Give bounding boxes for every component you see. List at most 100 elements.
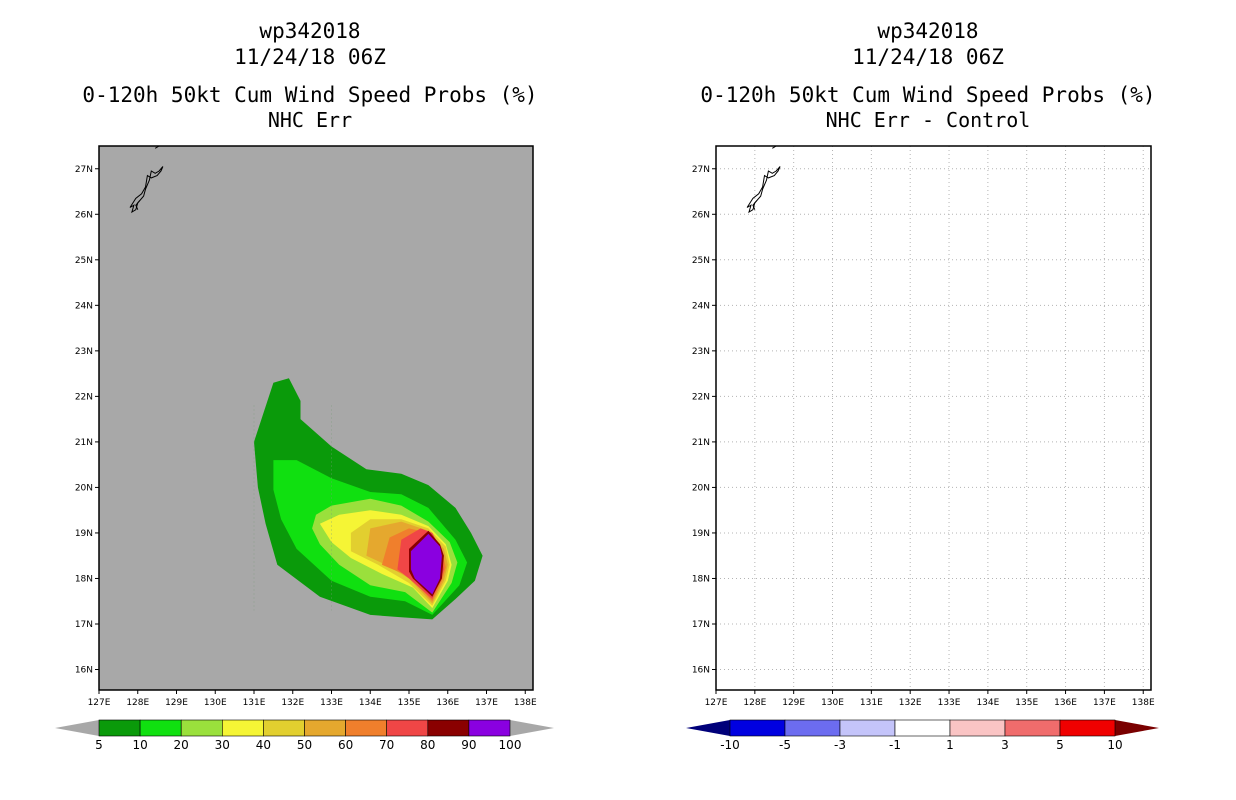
left-colorbar-label: 20 [174, 738, 189, 752]
right-colorbar-segment [839, 719, 896, 737]
left-colorbar-label: 40 [256, 738, 271, 752]
right-xtick-label: 134E [976, 698, 999, 708]
right-datetime: 11/24/18 06Z [852, 45, 1004, 69]
left-colorbar-segment [427, 719, 470, 737]
right-ytick-label: 18N [692, 574, 710, 584]
right-colorbar: -10 -5 -3 -1 1 3 5 10 [686, 719, 1159, 752]
left-title: 0-120h 50kt Cum Wind Speed Probs (%) [82, 83, 538, 107]
right-map-background [716, 146, 1151, 690]
right-colorbar-label: -1 [889, 738, 901, 752]
right-colorbar-label: 5 [1056, 738, 1064, 752]
left-ytick-label: 25N [75, 256, 93, 266]
left-colorbar-label: 50 [297, 738, 312, 752]
right-ytick-label: 27N [692, 165, 710, 175]
right-xtick-label: 135E [1015, 698, 1038, 708]
left-colorbar-segment [180, 719, 223, 737]
left-colorbar-segment [263, 719, 305, 737]
left-panel-titles: wp342018 11/24/18 06Z 0-120h 50kt Cum Wi… [30, 18, 590, 132]
left-xtick-label: 131E [243, 698, 266, 708]
right-panel-titles: wp342018 11/24/18 06Z 0-120h 50kt Cum Wi… [648, 18, 1208, 132]
right-colorbar-segment [729, 719, 786, 737]
right-ytick-label: 21N [692, 438, 710, 448]
left-xtick-label: 138E [514, 698, 537, 708]
right-colorbar-over [1115, 720, 1159, 736]
right-xtick-label: 133E [938, 698, 961, 708]
left-colorbar: 5 10 20 30 40 50 60 70 80 90 100 [55, 719, 554, 752]
left-colorbar-label: 90 [461, 738, 476, 752]
right-colorbar-label: 3 [1001, 738, 1009, 752]
right-map-frame [715, 145, 1152, 691]
left-ytick-label: 21N [75, 438, 93, 448]
left-colorbar-label: 10 [132, 738, 147, 752]
right-colorbar-segment [784, 719, 841, 737]
left-subtitle: NHC Err [267, 108, 353, 132]
left-xtick-label: 134E [359, 698, 382, 708]
left-ytick-label: 22N [75, 392, 93, 402]
right-colorbar-label: 10 [1107, 738, 1122, 752]
left-map-background [99, 146, 533, 690]
left-map-panel: 127E 128E 129E 130E 131E 132E 133E 134E 135E 136E… [75, 145, 537, 708]
left-xtick-label: 133E [320, 698, 343, 708]
left-colorbar-segment [98, 719, 141, 737]
left-colorbar-label: 60 [338, 738, 353, 752]
left-colorbar-label: 100 [499, 738, 522, 752]
left-datetime: 11/24/18 06Z [234, 45, 386, 69]
left-colorbar-label: 5 [95, 738, 103, 752]
right-xtick-label: 129E [782, 698, 805, 708]
left-island-small [135, 200, 141, 210]
left-xtick-label: 130E [204, 698, 227, 708]
left-colorbar-label: 80 [420, 738, 435, 752]
right-ytick-label: 24N [692, 301, 710, 311]
right-colorbar-segment [1004, 719, 1061, 737]
right-colorbar-segment [1059, 719, 1116, 737]
left-colorbar-segment [304, 719, 346, 737]
left-ytick-label: 24N [75, 301, 93, 311]
left-colorbar-segment [222, 719, 264, 737]
left-ytick-label: 18N [75, 574, 93, 584]
left-map-frame [98, 145, 534, 691]
left-contour-90 [410, 533, 442, 595]
left-ytick-label: 26N [75, 210, 93, 220]
left-colorbar-segment [386, 719, 429, 737]
right-subtitle: NHC Err - Control [825, 108, 1031, 132]
right-colorbar-label: -5 [779, 738, 791, 752]
left-ytick-label: 23N [75, 347, 93, 357]
left-colorbar-segment [139, 719, 182, 737]
right-ytick-label: 22N [692, 392, 710, 402]
right-ytick-label: 17N [692, 620, 710, 630]
left-xtick-label: 135E [398, 698, 421, 708]
right-colorbar-label: -3 [834, 738, 846, 752]
left-storm-id: wp342018 [259, 19, 361, 43]
left-colorbar-under [55, 720, 99, 736]
left-island-okinawa [129, 166, 164, 214]
left-ytick-label: 27N [75, 165, 93, 175]
right-island-small [752, 200, 758, 210]
right-ytick-label: 19N [692, 529, 710, 539]
left-colorbar-segment [468, 719, 511, 737]
left-colorbar-over [510, 720, 554, 736]
right-ytick-label: 23N [692, 347, 710, 357]
right-xtick-label: 137E [1093, 698, 1116, 708]
left-colorbar-label: 30 [215, 738, 230, 752]
right-colorbar-segment [949, 719, 1006, 737]
right-ytick-label: 26N [692, 210, 710, 220]
right-xtick-label: 132E [899, 698, 922, 708]
right-island-okinawa [746, 166, 781, 214]
right-ytick-label: 16N [692, 666, 710, 676]
left-xtick-label: 128E [126, 698, 149, 708]
right-xtick-label: 138E [1132, 698, 1155, 708]
right-colorbar-segment [894, 719, 951, 737]
left-xtick-label: 137E [475, 698, 498, 708]
right-storm-id: wp342018 [877, 19, 979, 43]
left-colorbar-segment [345, 719, 388, 737]
right-ytick-label: 20N [692, 483, 710, 493]
right-xtick-label: 128E [743, 698, 766, 708]
left-ytick-label: 16N [75, 666, 93, 676]
left-xtick-label: 132E [281, 698, 304, 708]
left-colorbar-label: 70 [379, 738, 394, 752]
right-colorbar-label: 1 [946, 738, 954, 752]
right-title: 0-120h 50kt Cum Wind Speed Probs (%) [700, 83, 1156, 107]
right-ytick-label: 25N [692, 256, 710, 266]
left-xtick-label: 136E [436, 698, 459, 708]
